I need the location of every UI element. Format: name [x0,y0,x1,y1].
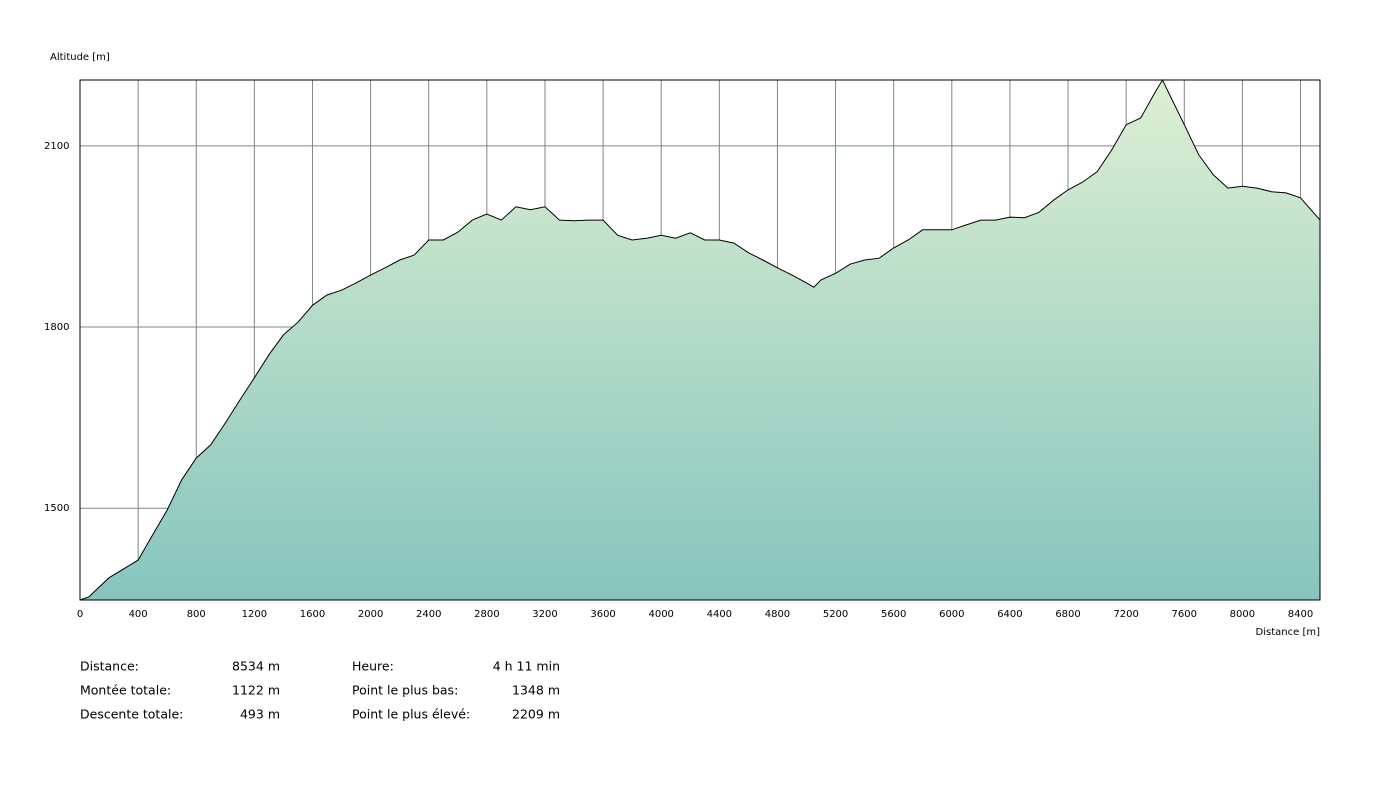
y-tick-label: 1800 [44,322,69,333]
summary-value: 493 m [240,707,280,722]
x-tick-label: 800 [187,609,206,620]
summary-value: 4 h 11 min [493,659,560,674]
x-tick-label: 3600 [590,609,615,620]
x-tick-label: 5600 [881,609,906,620]
y-tick-label: 1500 [44,503,69,514]
summary-label: Point le plus bas: [352,683,458,698]
x-tick-label: 400 [129,609,148,620]
x-tick-label: 1200 [242,609,267,620]
summary-value: 1348 m [512,683,560,698]
x-tick-label: 1600 [300,609,325,620]
y-axis-label: Altitude [m] [50,52,110,63]
x-tick-label: 7200 [1113,609,1138,620]
x-tick-label: 4400 [707,609,732,620]
summary-value: 1122 m [232,683,280,698]
x-tick-label: 2400 [416,609,441,620]
profile-line [79,78,1321,601]
x-tick-label: 4000 [648,609,673,620]
x-tick-label: 6000 [939,609,964,620]
area [80,80,1320,600]
x-axis-label: Distance [m] [1256,627,1321,638]
x-tick-label: 6400 [997,609,1022,620]
summary-value: 8534 m [232,659,280,674]
summary-label: Descente totale: [80,707,183,722]
x-tick-label: 8400 [1288,609,1313,620]
summary: Distance: 8534 m Heure: 4 h 11 min Montée to… [80,659,560,722]
x-tick-label: 8000 [1230,609,1255,620]
x-tick-label: 7600 [1172,609,1197,620]
x-tick-label: 5200 [823,609,848,620]
summary-value: 2209 m [512,707,560,722]
x-tick-label: 4800 [765,609,790,620]
x-tick-label: 0 [77,609,83,620]
plot-frame [79,79,1321,601]
y-tick-label: 2100 [44,141,69,152]
x-tick-label: 6800 [1055,609,1080,620]
labels: 0 400 800 1200 1600 2000 2400 2800 3200 3600 4000 4… [44,141,1313,620]
plot [79,78,1321,601]
summary-label: Heure: [352,659,394,674]
x-tick-label: 2000 [358,609,383,620]
summary-label: Point le plus élevé: [352,707,470,722]
summary-label: Montée totale: [80,683,171,698]
summary-label: Distance: [80,659,139,674]
x-tick-label: 2800 [474,609,499,620]
x-tick-label: 3200 [532,609,557,620]
